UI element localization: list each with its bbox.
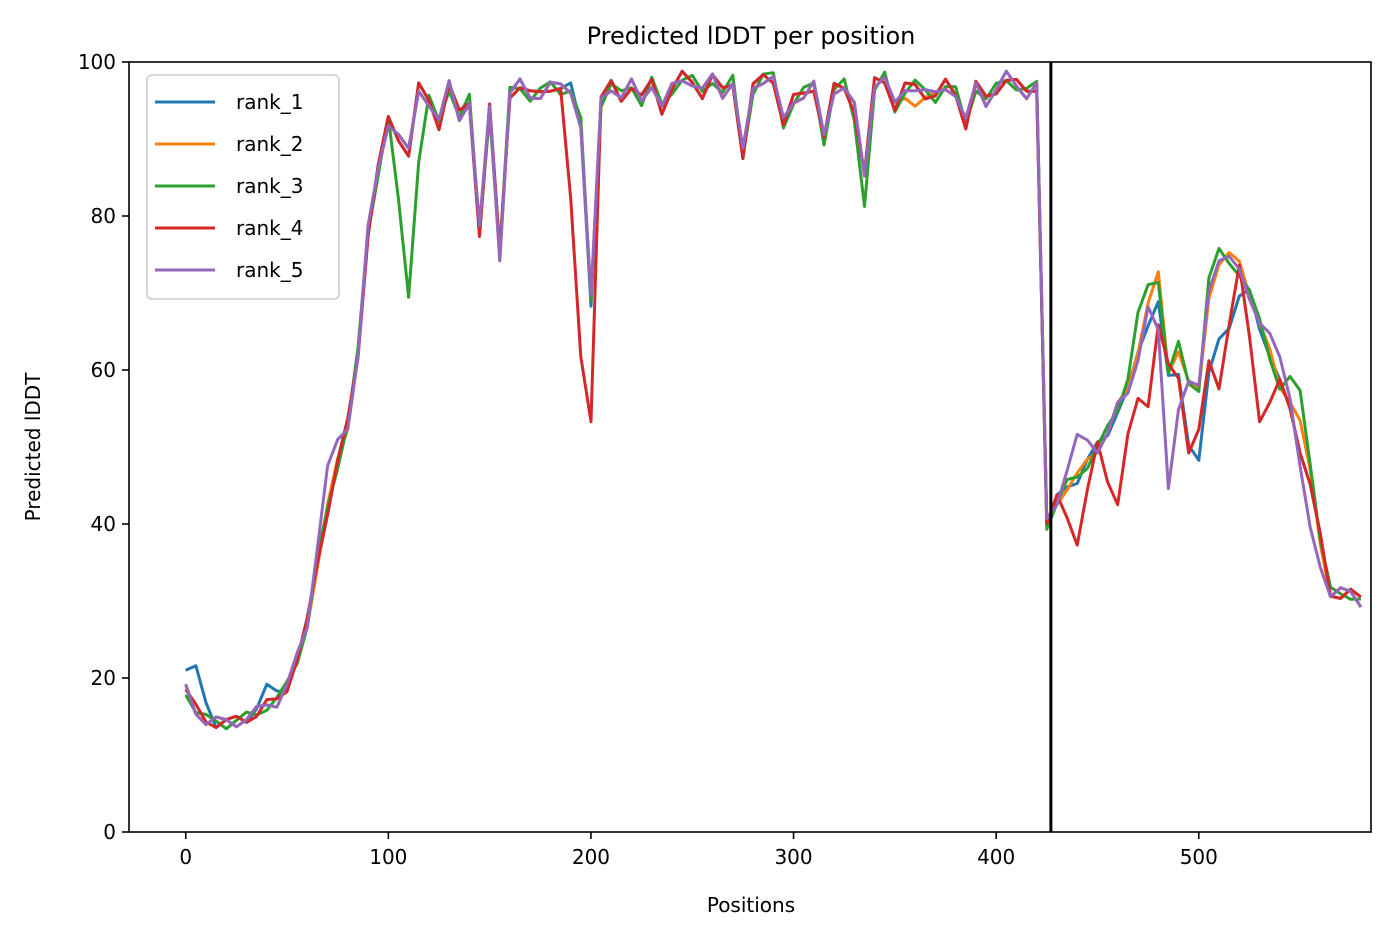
series-line-rank_5: [184, 69, 1363, 729]
legend-label-rank_1: rank_1: [236, 90, 303, 114]
legend-label-rank_3: rank_3: [236, 174, 303, 198]
legend-box: [146, 74, 340, 300]
x-tick-label: 500: [1180, 845, 1218, 869]
x-tick-label: 100: [369, 845, 407, 869]
x-axis: 0 100 200 300 400 500: [179, 832, 1218, 869]
y-tick-label: 20: [91, 666, 116, 690]
legend: rank_1 rank_2 rank_3 rank_4 rank_5: [146, 74, 340, 300]
x-tick-label: 400: [977, 845, 1015, 869]
legend-label-rank_2: rank_2: [236, 132, 303, 156]
x-tick-label: 0: [179, 845, 192, 869]
plot-area: [184, 62, 1363, 832]
y-tick-label: 80: [91, 204, 116, 228]
axes-frame: [128, 61, 1372, 833]
x-tick-label: 300: [774, 845, 812, 869]
y-tick-label: 60: [91, 358, 116, 382]
y-tick-label: 40: [91, 512, 116, 536]
legend-label-rank_5: rank_5: [236, 258, 303, 282]
y-axis: 0 20 40 60 80 100: [78, 50, 129, 844]
x-tick-label: 200: [572, 845, 610, 869]
chart-title: Predicted lDDT per position: [587, 22, 916, 50]
legend-label-rank_4: rank_4: [236, 216, 303, 240]
y-tick-label: 0: [103, 820, 116, 844]
y-tick-label: 100: [78, 50, 116, 74]
x-axis-title: Positions: [707, 893, 795, 917]
y-axis-title: Predicted lDDT: [21, 372, 45, 522]
